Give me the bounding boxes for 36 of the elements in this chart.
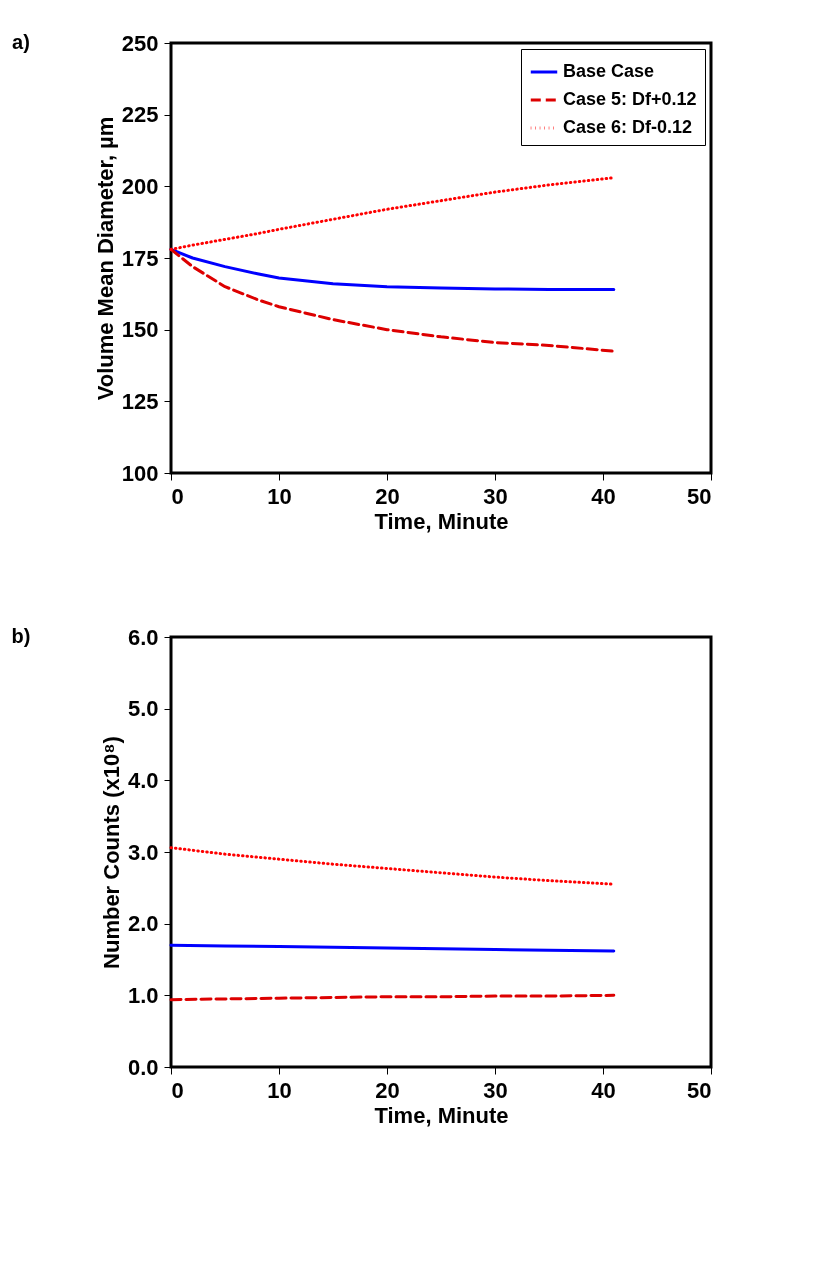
x-tick-label: 0	[171, 483, 184, 509]
y-tick-label: 0.0	[127, 1054, 159, 1080]
legend-label: Case 5: Df+0.12	[563, 89, 697, 109]
x-tick-label: 40	[591, 1077, 616, 1103]
y-tick-label: 2.0	[127, 911, 159, 937]
y-tick-label: 4.0	[127, 767, 159, 793]
y-axis-title: Number Counts (x10⁸)	[98, 736, 124, 969]
y-tick-label: 6.0	[127, 624, 159, 650]
x-tick-label: 10	[267, 1077, 292, 1103]
y-axis-title: Volume Mean Diameter, µm	[92, 116, 118, 401]
x-tick-label: 0	[171, 1077, 184, 1103]
line-series	[169, 247, 616, 353]
x-tick-label: 50	[687, 483, 712, 509]
text: b)	[11, 625, 31, 647]
x-tick-label: 50	[687, 1077, 712, 1103]
y-tick-label: 175	[121, 245, 159, 271]
x-tick-label: 40	[591, 483, 616, 509]
y-tick-label: 1.0	[127, 982, 159, 1008]
legend-label: Base Case	[563, 61, 655, 81]
y-tick-label: 150	[121, 317, 159, 343]
y-tick-label: 200	[121, 173, 159, 199]
y-tick-label: 100	[121, 460, 159, 486]
x-tick-label: 30	[483, 1077, 508, 1103]
x-axis-title: Time, Minute	[374, 508, 509, 534]
x-tick-label: 10	[267, 483, 292, 509]
x-tick-label: 20	[375, 1077, 400, 1103]
y-tick-label: 250	[121, 30, 159, 56]
y-tick-label: 5.0	[127, 696, 159, 722]
legend-label: Case 6: Df-0.12	[563, 117, 693, 137]
x-tick-label: 20	[375, 483, 400, 509]
y-tick-label: 225	[121, 102, 159, 128]
x-tick-label: 30	[483, 483, 508, 509]
x-axis-title: Time, Minute	[374, 1102, 509, 1128]
text: a)	[12, 31, 30, 53]
y-tick-label: 125	[121, 388, 159, 414]
y-tick-label: 3.0	[127, 839, 159, 865]
